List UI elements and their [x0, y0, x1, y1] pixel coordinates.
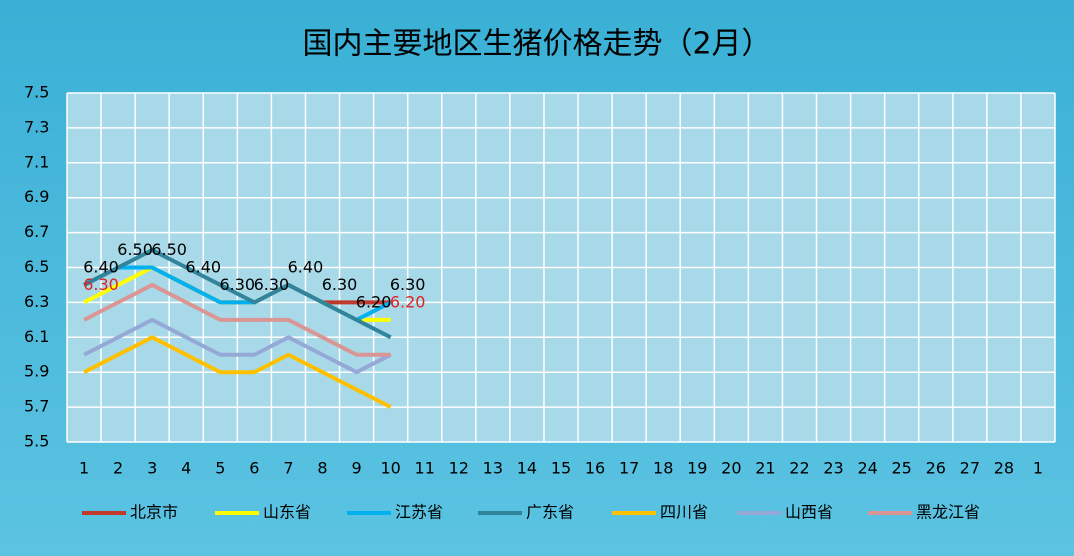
x-tick-label: 6 [249, 459, 259, 478]
series-line [83, 248, 392, 340]
y-tick-label: 6.1 [24, 327, 49, 346]
x-tick-label: 22 [789, 459, 809, 478]
y-tick-label: 5.5 [24, 432, 49, 451]
data-label: 6.50 [117, 240, 153, 259]
data-label: 6.20 [356, 292, 392, 311]
x-tick-label: 3 [147, 459, 157, 478]
y-tick-label: 6.9 [24, 187, 49, 206]
x-tick-label: 18 [653, 459, 673, 478]
y-tick-label: 7.5 [24, 83, 49, 102]
x-tick-label: 7 [283, 459, 293, 478]
y-tick-label: 5.9 [24, 362, 49, 381]
y-tick-label: 7.3 [24, 117, 49, 136]
series-line [83, 317, 392, 375]
x-tick-label: 1 [1033, 459, 1043, 478]
x-tick-label: 19 [687, 459, 707, 478]
data-label: 6.30 [254, 275, 290, 294]
x-tick-label: 5 [215, 459, 225, 478]
data-label: 6.40 [83, 257, 119, 276]
legend-label: 四川省 [660, 503, 708, 522]
x-tick-label: 9 [351, 459, 361, 478]
y-tick-label: 6.5 [24, 257, 49, 276]
x-tick-label: 2 [113, 459, 123, 478]
x-tick-label: 21 [755, 459, 775, 478]
x-tick-label: 14 [517, 459, 537, 478]
x-tick-label: 24 [857, 459, 877, 478]
data-label: 6.40 [185, 257, 221, 276]
y-tick-label: 5.7 [24, 397, 49, 416]
x-tick-label: 10 [380, 459, 400, 478]
x-tick-label: 12 [449, 459, 469, 478]
x-tick-label: 26 [926, 459, 946, 478]
x-tick-label: 4 [181, 459, 191, 478]
y-tick-label: 6.3 [24, 292, 49, 311]
x-tick-label: 11 [415, 459, 435, 478]
data-label: 6.30 [83, 275, 119, 294]
legend-label: 北京市 [130, 503, 178, 522]
x-tick-label: 8 [317, 459, 327, 478]
x-tick-label: 23 [823, 459, 843, 478]
series-line [83, 282, 391, 357]
x-tick-label: 28 [994, 459, 1014, 478]
x-tick-label: 15 [551, 459, 571, 478]
x-tick-label: 16 [585, 459, 605, 478]
x-tick-label: 20 [721, 459, 741, 478]
legend-label: 广东省 [526, 503, 574, 522]
y-tick-label: 7.1 [24, 152, 49, 171]
x-tick-label: 17 [619, 459, 639, 478]
data-label: 6.50 [151, 240, 187, 259]
data-label: 6.30 [390, 275, 426, 294]
legend-label: 山西省 [785, 503, 833, 522]
chart-title: 国内主要地区生猪价格走势（2月） [302, 27, 771, 62]
data-label: 6.40 [288, 257, 324, 276]
y-tick-label: 6.7 [24, 222, 49, 241]
series-line [83, 335, 392, 409]
x-tick-label: 13 [483, 459, 503, 478]
legend-label: 山东省 [263, 503, 311, 522]
x-tick-label: 1 [79, 459, 89, 478]
x-tick-label: 27 [960, 459, 980, 478]
legend-label: 江苏省 [395, 503, 443, 522]
data-label: 6.30 [219, 275, 255, 294]
data-label: 6.20 [390, 292, 426, 311]
x-tick-label: 25 [892, 459, 912, 478]
data-label: 6.30 [322, 275, 358, 294]
legend-label: 黑龙江省 [916, 503, 980, 522]
